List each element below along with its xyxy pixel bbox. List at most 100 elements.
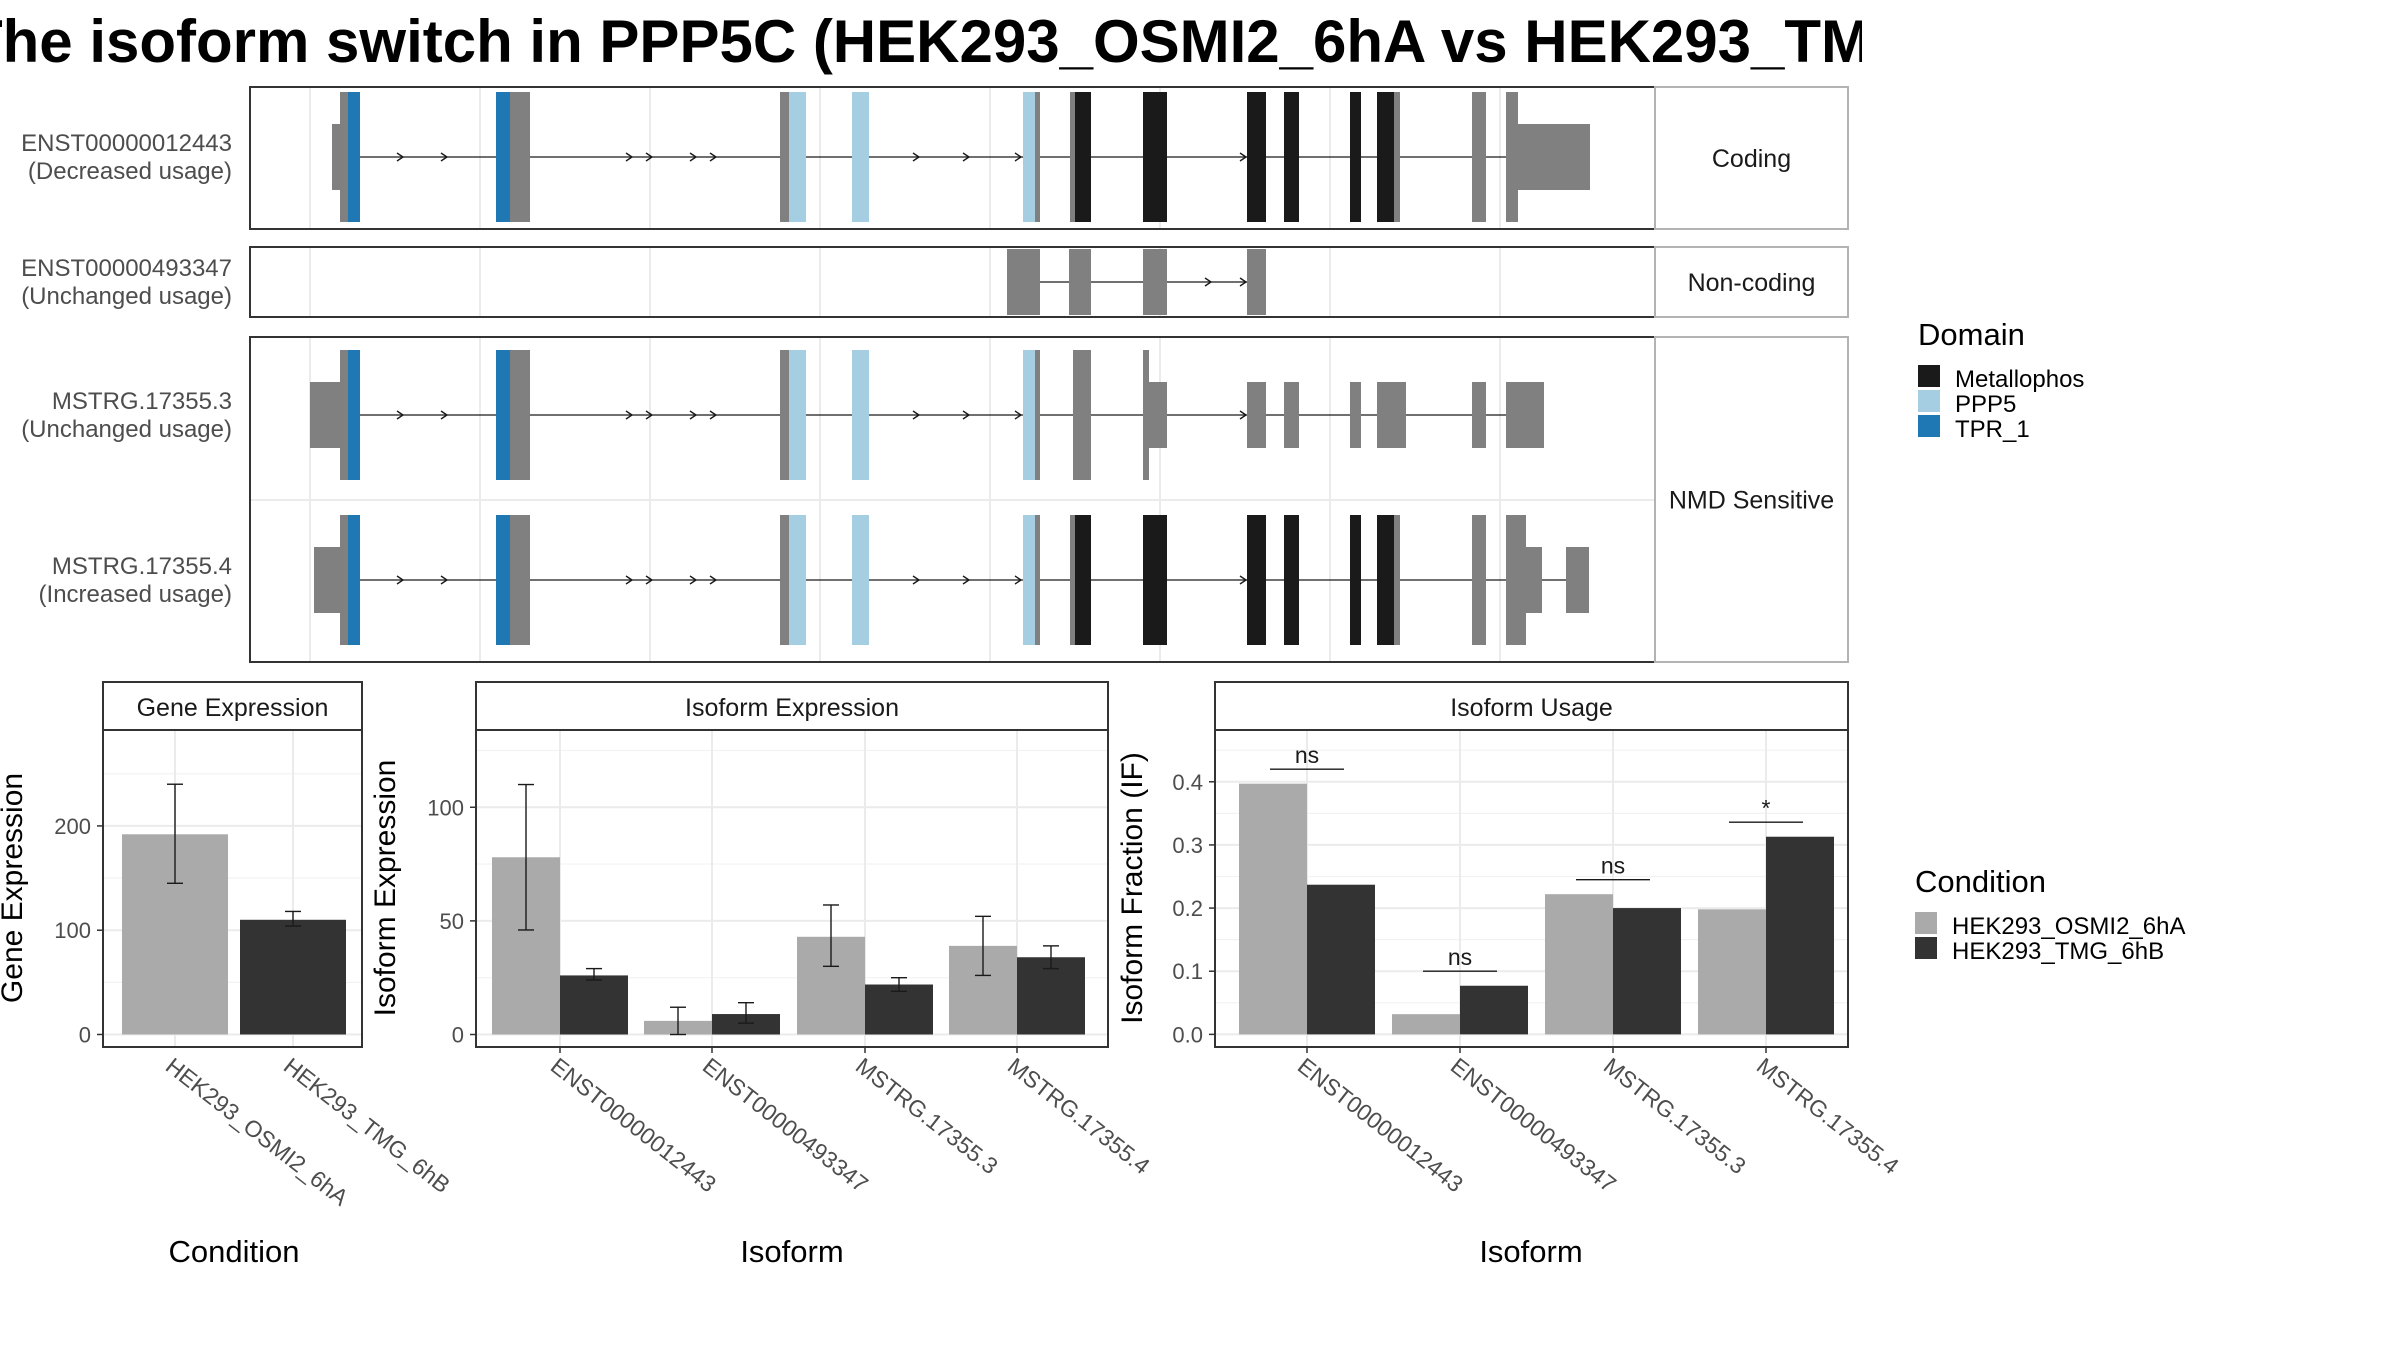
significance-label: ns xyxy=(1295,742,1319,768)
intron-arrow xyxy=(1239,277,1248,287)
isoform-bar xyxy=(1545,894,1613,1035)
exon-block xyxy=(1247,382,1266,448)
isoform-bar xyxy=(1239,783,1307,1035)
isoform-usage-label: (Decreased usage) xyxy=(28,158,232,185)
ppp5-domain-block xyxy=(789,515,806,645)
chart-strip xyxy=(1214,681,1849,731)
structure-panel-bg xyxy=(250,247,1655,317)
domain-legend-swatch xyxy=(1918,390,1940,412)
ppp5-domain-block xyxy=(852,92,869,222)
intron-arrow xyxy=(645,410,654,420)
figure-title: The isoform switch in PPP5C (HEK293_OSMI… xyxy=(0,8,1862,75)
exon-block xyxy=(1518,124,1590,190)
intron-arrow xyxy=(1014,152,1023,162)
x-tick-label: MSTRG.17355.3 xyxy=(1599,1052,1751,1179)
ppp5-domain-block xyxy=(789,350,806,480)
exon-block xyxy=(1566,547,1589,613)
x-tick-label: ENST00000012443 xyxy=(546,1052,721,1197)
facet-strip xyxy=(1654,336,1849,663)
gene-expression-bar xyxy=(240,919,346,1035)
condition-legend-label: HEK293_TMG_6hB xyxy=(1952,938,2164,965)
y-tick-label: 100 xyxy=(54,918,91,943)
tpr1-domain-block xyxy=(496,350,510,480)
exon-block xyxy=(1526,547,1542,613)
y-tick-label: 0.4 xyxy=(1172,770,1203,795)
exon-block xyxy=(1149,382,1167,448)
ppp5-domain-block xyxy=(1023,515,1035,645)
tpr1-domain-block xyxy=(348,92,360,222)
tpr1-domain-block xyxy=(348,350,360,480)
intron-arrow xyxy=(689,152,698,162)
domain-legend-label: Metallophos xyxy=(1955,366,2084,393)
domain-legend-label: TPR_1 xyxy=(1955,416,2030,443)
ppp5-domain-block xyxy=(789,92,806,222)
metallophos-domain-block xyxy=(1247,515,1266,645)
exon-block xyxy=(1070,92,1075,222)
isoform-bar xyxy=(1766,836,1834,1035)
isoform-bar xyxy=(1613,908,1681,1035)
isoform-bar xyxy=(560,975,628,1035)
y-axis-label: Gene Expression xyxy=(0,773,29,1003)
isoform-id-label: ENST00000012443 xyxy=(21,130,232,157)
significance-label: ns xyxy=(1601,853,1625,879)
ppp5-domain-block xyxy=(852,515,869,645)
intron-arrow xyxy=(625,410,634,420)
exon-block xyxy=(1394,92,1400,222)
facet-strip xyxy=(1654,86,1849,230)
structure-panel-bg xyxy=(250,87,1655,229)
exon-block xyxy=(1472,92,1486,222)
isoform-bar xyxy=(1698,909,1766,1035)
intron-arrow xyxy=(962,410,971,420)
exon-block xyxy=(1007,249,1040,315)
intron-arrow xyxy=(1239,410,1248,420)
y-tick-label: 100 xyxy=(427,795,464,820)
significance-label: ns xyxy=(1448,944,1472,970)
intron-arrow xyxy=(912,410,921,420)
ppp5-domain-block xyxy=(852,350,869,480)
exon-block xyxy=(1035,350,1040,480)
exon-block xyxy=(314,547,340,613)
metallophos-domain-block xyxy=(1284,515,1299,645)
exon-block xyxy=(1472,515,1486,645)
exon-block xyxy=(1472,382,1486,448)
exon-block xyxy=(1035,92,1040,222)
intron-arrow xyxy=(962,152,971,162)
isoform-bar xyxy=(1307,884,1375,1035)
tpr1-domain-block xyxy=(348,515,360,645)
facet-strip xyxy=(1654,246,1849,318)
intron-arrow xyxy=(912,152,921,162)
chart-title: Isoform Usage xyxy=(1450,694,1613,722)
x-axis-label: Condition xyxy=(169,1234,300,1269)
intron-arrow xyxy=(645,152,654,162)
chart-title: Gene Expression xyxy=(137,694,329,722)
y-tick-label: 0 xyxy=(79,1022,91,1047)
metallophos-domain-block xyxy=(1075,92,1091,222)
exon-block xyxy=(780,92,789,222)
condition-legend-swatch xyxy=(1915,912,1937,934)
exon-block xyxy=(1506,515,1518,645)
x-axis-label: Isoform xyxy=(740,1234,843,1269)
exon-block xyxy=(510,350,530,480)
exon-block xyxy=(340,92,348,222)
isoform-bar xyxy=(1017,957,1085,1035)
x-tick-label: MSTRG.17355.4 xyxy=(1003,1052,1155,1179)
exon-block xyxy=(1143,350,1149,480)
condition-legend-label: HEK293_OSMI2_6hA xyxy=(1952,913,2185,940)
chart-strip xyxy=(102,681,363,731)
x-tick-label: ENST00000012443 xyxy=(1293,1052,1468,1197)
intron-arrow xyxy=(912,575,921,585)
intron-arrow xyxy=(1239,575,1248,585)
exon-block xyxy=(510,92,530,222)
facet-label: NMD Sensitive xyxy=(1669,487,1834,515)
exon-block xyxy=(310,382,340,448)
x-axis-label: Isoform xyxy=(1479,1234,1582,1269)
isoform-usage-label: (Increased usage) xyxy=(39,581,232,608)
exon-block xyxy=(510,515,530,645)
metallophos-domain-block xyxy=(1377,515,1394,645)
tpr1-domain-block xyxy=(496,515,510,645)
intron-arrow xyxy=(440,410,449,420)
y-tick-label: 0.0 xyxy=(1172,1022,1203,1047)
significance-label: * xyxy=(1762,795,1771,821)
tpr1-domain-block xyxy=(496,92,510,222)
intron-arrow xyxy=(440,575,449,585)
